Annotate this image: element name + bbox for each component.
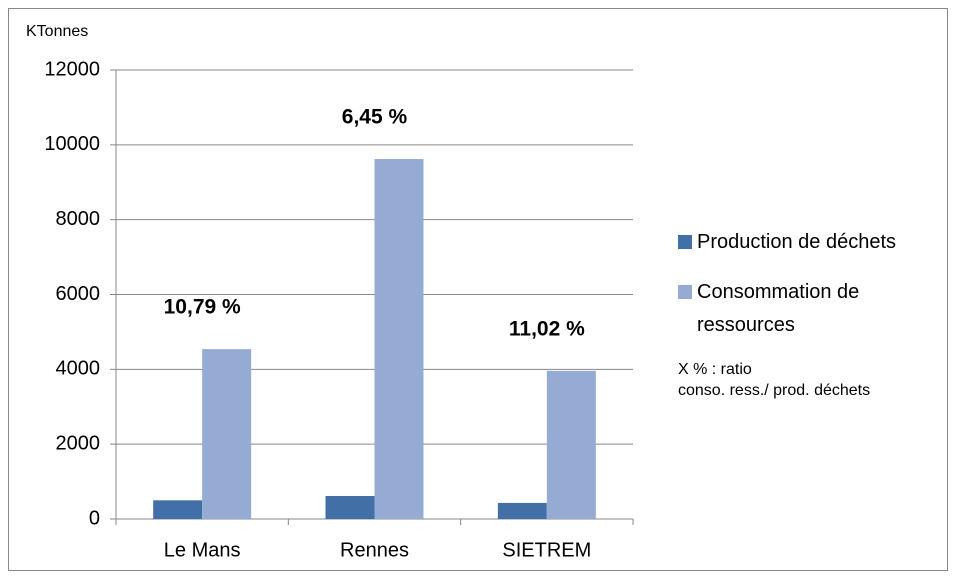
note: X % : ratio conso. ress./ prod. déchets	[678, 359, 940, 401]
legend-item: Production de déchets	[678, 226, 940, 259]
legend-label: Production de déchets	[697, 231, 897, 253]
x-tick-label: Rennes	[340, 539, 409, 561]
y-tick-label: 6000	[56, 283, 101, 305]
legend-swatch	[678, 285, 692, 299]
y-tick-label: 4000	[56, 358, 101, 380]
y-tick-label: 2000	[56, 432, 101, 454]
annotation: 6,45 %	[342, 106, 408, 129]
y-tick-label: 8000	[56, 208, 101, 230]
x-tick-label: Le Mans	[164, 539, 241, 561]
bar	[153, 500, 203, 519]
annotation: 10,79 %	[164, 296, 241, 319]
bar	[202, 349, 252, 519]
y-tick-label: 0	[89, 507, 100, 529]
y-axis-label: KTonnes	[26, 23, 88, 40]
note-line: X % : ratio	[678, 361, 752, 378]
legend: Production de déchets Consommation de res…	[678, 226, 940, 401]
legend-label: Consommation de ressources	[697, 281, 860, 336]
legend-swatch	[678, 235, 692, 249]
bar	[325, 495, 375, 519]
bar	[497, 502, 547, 519]
chart-border	[8, 8, 948, 571]
note-line: conso. ress./ prod. déchets	[678, 382, 871, 399]
y-tick-label: 10000	[44, 133, 100, 155]
bar	[546, 370, 596, 519]
bar	[374, 159, 424, 519]
y-tick-label: 12000	[44, 58, 100, 80]
annotation: 11,02 %	[509, 317, 585, 340]
legend-item: Consommation de ressources	[678, 276, 940, 342]
x-tick-label: SIETREM	[502, 539, 591, 561]
